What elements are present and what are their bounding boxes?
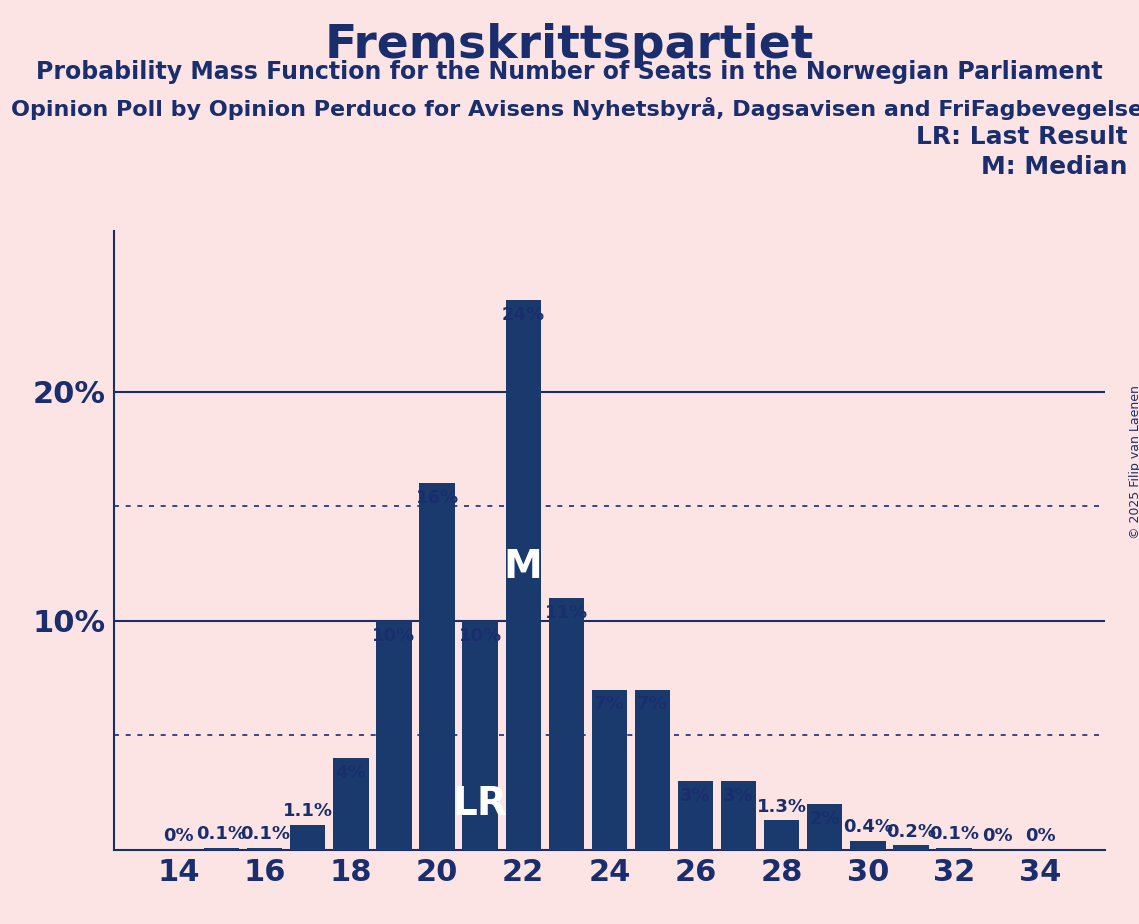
Bar bbox=[721, 782, 756, 850]
Bar bbox=[549, 598, 584, 850]
Text: 1.3%: 1.3% bbox=[756, 797, 806, 816]
Bar bbox=[506, 299, 541, 850]
Text: Probability Mass Function for the Number of Seats in the Norwegian Parliament: Probability Mass Function for the Number… bbox=[36, 60, 1103, 84]
Text: 0.4%: 0.4% bbox=[843, 819, 893, 836]
Bar bbox=[893, 845, 928, 850]
Text: LR: LR bbox=[452, 784, 508, 822]
Text: 10%: 10% bbox=[459, 626, 501, 645]
Text: Fremskrittspartiet: Fremskrittspartiet bbox=[325, 23, 814, 68]
Text: 10%: 10% bbox=[372, 626, 416, 645]
Bar bbox=[634, 689, 670, 850]
Bar bbox=[850, 841, 885, 850]
Text: 0.1%: 0.1% bbox=[197, 825, 247, 844]
Bar bbox=[678, 782, 713, 850]
Bar bbox=[462, 621, 498, 850]
Text: 1.1%: 1.1% bbox=[282, 802, 333, 821]
Text: M: M bbox=[503, 549, 542, 587]
Text: 0.1%: 0.1% bbox=[929, 825, 980, 844]
Bar bbox=[204, 848, 239, 850]
Text: 4%: 4% bbox=[336, 764, 366, 782]
Bar bbox=[591, 689, 628, 850]
Bar bbox=[247, 848, 282, 850]
Text: 3%: 3% bbox=[680, 787, 711, 805]
Bar bbox=[764, 821, 800, 850]
Text: LR: Last Result: LR: Last Result bbox=[916, 125, 1128, 149]
Text: Opinion Poll by Opinion Perduco for Avisens Nyhetsbyrå, Dagsavisen and FriFagbev: Opinion Poll by Opinion Perduco for Avis… bbox=[11, 97, 1139, 120]
Text: 2%: 2% bbox=[810, 810, 841, 828]
Text: 24%: 24% bbox=[501, 306, 544, 323]
Text: 0.2%: 0.2% bbox=[886, 823, 936, 841]
Bar bbox=[334, 759, 369, 850]
Text: M: Median: M: Median bbox=[981, 155, 1128, 179]
Text: 0%: 0% bbox=[1025, 828, 1056, 845]
Bar bbox=[290, 825, 326, 850]
Text: 7%: 7% bbox=[637, 695, 667, 713]
Text: 11%: 11% bbox=[544, 603, 588, 622]
Text: 7%: 7% bbox=[595, 695, 624, 713]
Text: 3%: 3% bbox=[723, 787, 754, 805]
Text: 0.1%: 0.1% bbox=[239, 825, 289, 844]
Bar bbox=[808, 804, 843, 850]
Bar bbox=[419, 483, 454, 850]
Text: 0%: 0% bbox=[982, 828, 1013, 845]
Bar bbox=[376, 621, 411, 850]
Text: 16%: 16% bbox=[416, 489, 459, 507]
Bar bbox=[936, 848, 972, 850]
Text: © 2025 Filip van Laenen: © 2025 Filip van Laenen bbox=[1129, 385, 1139, 539]
Text: 0%: 0% bbox=[163, 828, 194, 845]
